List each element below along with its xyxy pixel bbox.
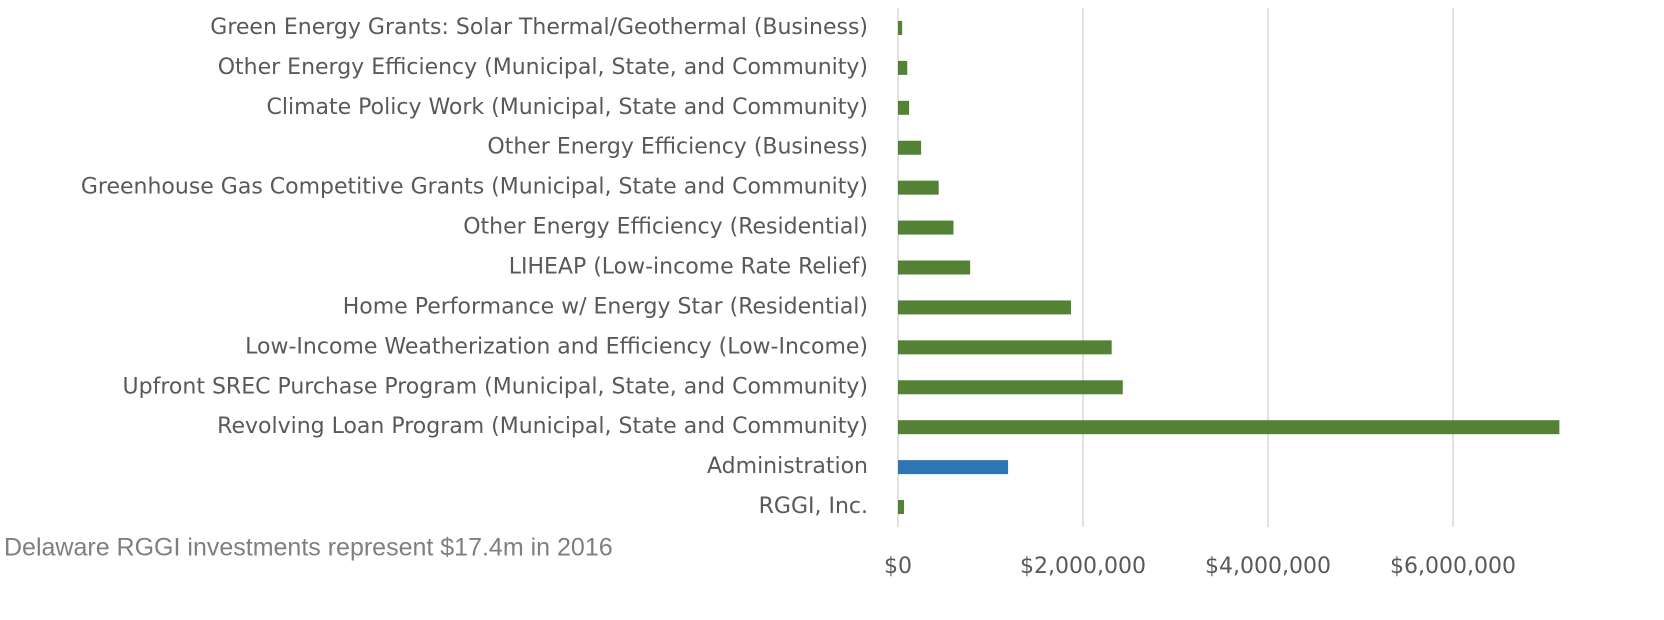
- bar: [898, 500, 905, 515]
- x-tick-label: $6,000,000: [1390, 554, 1516, 579]
- y-tick-label: Administration: [707, 454, 868, 479]
- y-tick-label: Other Energy Efficiency (Municipal, Stat…: [218, 55, 868, 80]
- x-tick-label: $2,000,000: [1020, 554, 1146, 579]
- y-tick-label: Upfront SREC Purchase Program (Municipal…: [123, 374, 868, 399]
- bar: [898, 460, 1009, 475]
- bar: [898, 60, 908, 75]
- bar: [898, 180, 939, 195]
- annotation: Delaware RGGI investments represent $17.…: [4, 534, 613, 562]
- y-tick-label: Greenhouse Gas Competitive Grants (Munic…: [81, 175, 868, 200]
- y-tick-label: Low-Income Weatherization and Efficiency…: [245, 334, 868, 359]
- bar: [898, 20, 903, 35]
- y-tick-label: LIHEAP (Low-income Rate Relief): [509, 255, 868, 280]
- y-tick-label: Other Energy Efficiency (Residential): [463, 215, 868, 240]
- bar: [898, 420, 1560, 435]
- bar: [898, 300, 1071, 315]
- y-tick-label: Other Energy Efficiency (Business): [487, 135, 868, 160]
- y-tick-label: Green Energy Grants: Solar Thermal/Geoth…: [210, 15, 868, 40]
- x-tick-label: $0: [884, 554, 912, 579]
- x-tick-label: $4,000,000: [1205, 554, 1331, 579]
- bar: [898, 380, 1123, 395]
- bar: [898, 100, 910, 115]
- y-tick-label: Home Performance w/ Energy Star (Residen…: [343, 294, 868, 319]
- bar: [898, 220, 954, 235]
- y-tick-label: RGGI, Inc.: [759, 494, 868, 519]
- bar: [898, 140, 922, 155]
- y-tick-label: Climate Policy Work (Municipal, State an…: [267, 95, 868, 120]
- y-tick-label: Revolving Loan Program (Municipal, State…: [217, 414, 868, 439]
- bar: [898, 260, 971, 275]
- bar: [898, 340, 1112, 355]
